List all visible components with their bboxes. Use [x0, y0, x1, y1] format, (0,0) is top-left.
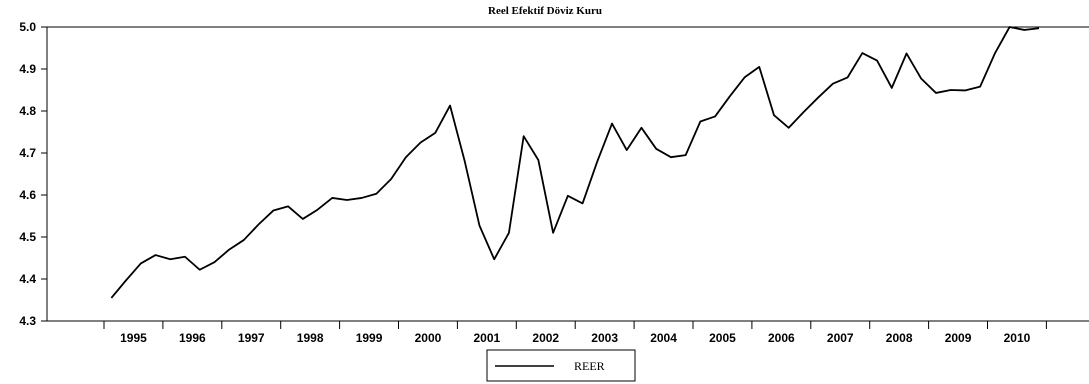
y-tick-label: 4.5: [19, 230, 36, 244]
x-tick-label: 1999: [356, 331, 383, 345]
series-layer: [110, 26, 1040, 299]
y-tick-label: 4.7: [19, 146, 36, 160]
y-tick-label: 4.9: [19, 62, 36, 76]
x-ticks: 1995 1996 1997 1998 1999 2000 2001 2002 2003 2004…: [103, 321, 1047, 345]
x-tick-label: 2007: [827, 331, 854, 345]
x-tick-label: 2001: [473, 331, 500, 345]
x-tick-label: 2006: [768, 331, 795, 345]
y-tick-label: 4.6: [19, 188, 36, 202]
x-tick-label: 2008: [886, 331, 913, 345]
y-tick-label: 4.3: [19, 314, 36, 328]
x-tick-label: 2010: [1004, 331, 1031, 345]
x-tick-label: 1998: [297, 331, 324, 345]
x-tick-label: 1997: [238, 331, 265, 345]
series-line-reer: [110, 26, 1040, 299]
x-tick-label: 2004: [650, 331, 677, 345]
x-tick-label: 2005: [709, 331, 736, 345]
x-tick-label: 2009: [945, 331, 972, 345]
x-tick-label: 2000: [415, 331, 442, 345]
legend: REER: [486, 349, 636, 382]
legend-label-reer: REER: [574, 359, 605, 373]
chart-title: Reel Efektif Döviz Kuru: [488, 5, 602, 17]
x-tick-label: 1996: [179, 331, 206, 345]
y-tick-label: 4.4: [19, 272, 36, 286]
x-tick-label: 2003: [591, 331, 618, 345]
x-tick-label: 2002: [532, 331, 559, 345]
y-tick-label: 5.0: [19, 20, 36, 34]
y-tick-label: 4.8: [19, 104, 36, 118]
y-ticks: 4.3 4.4 4.5 4.6 4.7 4.8 4.9 5.0: [19, 20, 47, 328]
x-tick-label: 1995: [120, 331, 147, 345]
